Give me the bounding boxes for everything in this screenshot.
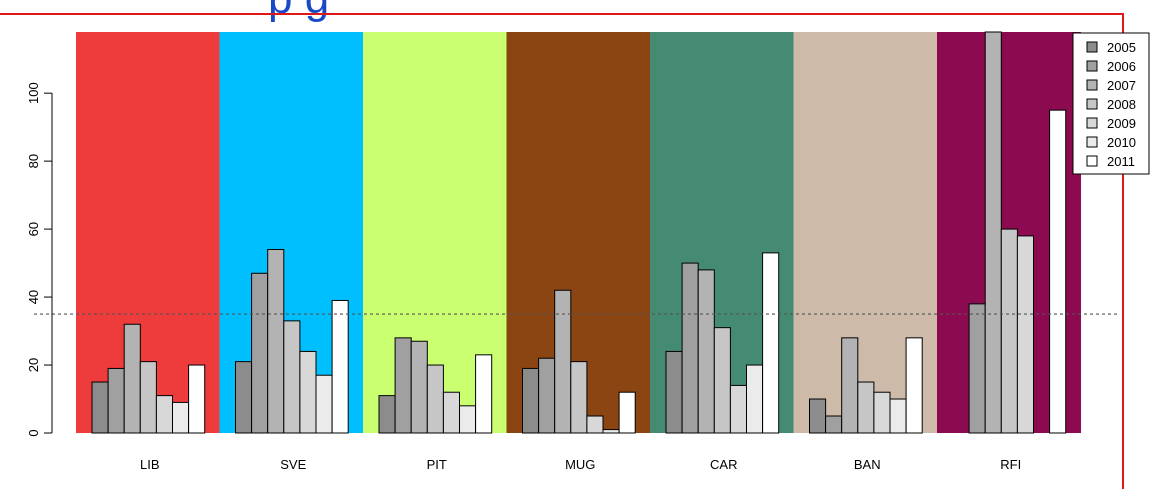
bar-mug-2011 [618,391,636,434]
y-axis: 0 20 40 60 80 100 [26,82,53,437]
bar-car-2009 [729,384,748,434]
x-tick-label-car: CAR [710,457,737,472]
legend-label-2011: 2011 [1107,154,1135,169]
bar-sve-2010 [315,374,333,434]
bar-rfi-2007 [984,31,1002,434]
bar-car-2007 [697,269,715,434]
bar-lib-2010 [172,401,190,434]
bar-sve-2008 [283,320,301,434]
legend-swatch-2005 [1086,41,1098,53]
bar-ban-2006 [825,415,843,434]
y-tick-label-20: 20 [26,358,41,372]
legend-label-2005: 2005 [1107,40,1136,55]
bar-lib-2007 [123,323,141,434]
x-tick-label-mug: MUG [565,457,595,472]
legend-swatch-2007 [1086,79,1098,91]
bar-sve-2009 [299,350,317,434]
bar-ban-2011 [905,337,923,434]
bar-ban-2008 [857,381,875,434]
bar-lib-2011 [188,364,206,434]
legend-label-2006: 2006 [1107,59,1136,74]
bar-sve-2007 [267,248,285,434]
bar-lib-2006 [107,367,125,434]
bar-car-2006 [681,262,699,434]
bar-sve-2005 [235,361,253,434]
bar-lib-2008 [139,361,157,434]
bar-ban-2009 [873,391,891,434]
bar-rfi-2011 [1049,109,1067,434]
legend-swatch-2008 [1086,98,1098,110]
legend-box [1072,32,1150,175]
bar-lib-2005 [91,381,109,434]
bar-pit-2011 [475,354,493,434]
bar-rfi-2006 [968,303,986,434]
frame-right-border [1122,13,1124,489]
slide-title-fragment: p g [268,0,329,24]
legend-swatch-2006 [1086,60,1098,72]
bar-rfi-2008 [1000,228,1018,434]
bar-mug-2007 [554,289,572,434]
legend-swatch-2010 [1086,136,1098,148]
x-axis-labels: LIB SVE PIT MUG CAR BAN RFI [140,457,1021,472]
legend-label-2008: 2008 [1107,97,1136,112]
y-tick-label-0: 0 [26,429,41,436]
bar-pit-2010 [459,405,477,434]
bar-mug-2006 [538,357,556,434]
x-tick-label-ban: BAN [854,457,881,472]
legend-label-2009: 2009 [1107,116,1136,131]
bar-car-2010 [746,364,764,434]
bar-rfi-2009 [1016,235,1035,434]
bar-lib-2009 [155,395,173,434]
legend-swatch-2009 [1086,117,1098,129]
bar-car-2011 [762,252,780,434]
bar-pit-2006 [394,337,412,434]
legend-swatch-2011 [1086,155,1098,167]
x-tick-label-lib: LIB [140,457,160,472]
legend: 2005 2006 2007 2008 2009 2010 2011 [1072,32,1150,175]
bar-pit-2007 [410,340,428,434]
y-tick-label-60: 60 [26,222,41,236]
bar-pit-2005 [378,395,396,434]
bar-mug-2008 [570,361,588,434]
bar-pit-2008 [426,364,444,434]
bar-mug-2005 [522,367,540,434]
y-tick-label-80: 80 [26,154,41,168]
legend-label-2010: 2010 [1107,135,1136,150]
x-tick-label-rfi: RFI [1000,457,1021,472]
y-tick-label-40: 40 [26,290,41,304]
bar-mug-2009 [586,415,604,434]
legend-label-2007: 2007 [1107,78,1136,93]
bar-sve-2006 [251,272,269,434]
bar-mug-2010 [602,429,620,434]
bar-ban-2010 [889,398,907,434]
bar-car-2005 [665,350,683,434]
x-tick-label-sve: SVE [280,457,306,472]
x-tick-label-pit: PIT [427,457,447,472]
title-underline [0,13,1124,15]
bar-car-2008 [713,327,731,434]
y-tick-label-100: 100 [26,82,41,104]
bar-ban-2005 [809,398,827,434]
bar-sve-2011 [331,299,349,434]
bar-ban-2007 [841,337,859,434]
bar-pit-2009 [442,391,460,434]
bar-marks [91,31,1067,434]
